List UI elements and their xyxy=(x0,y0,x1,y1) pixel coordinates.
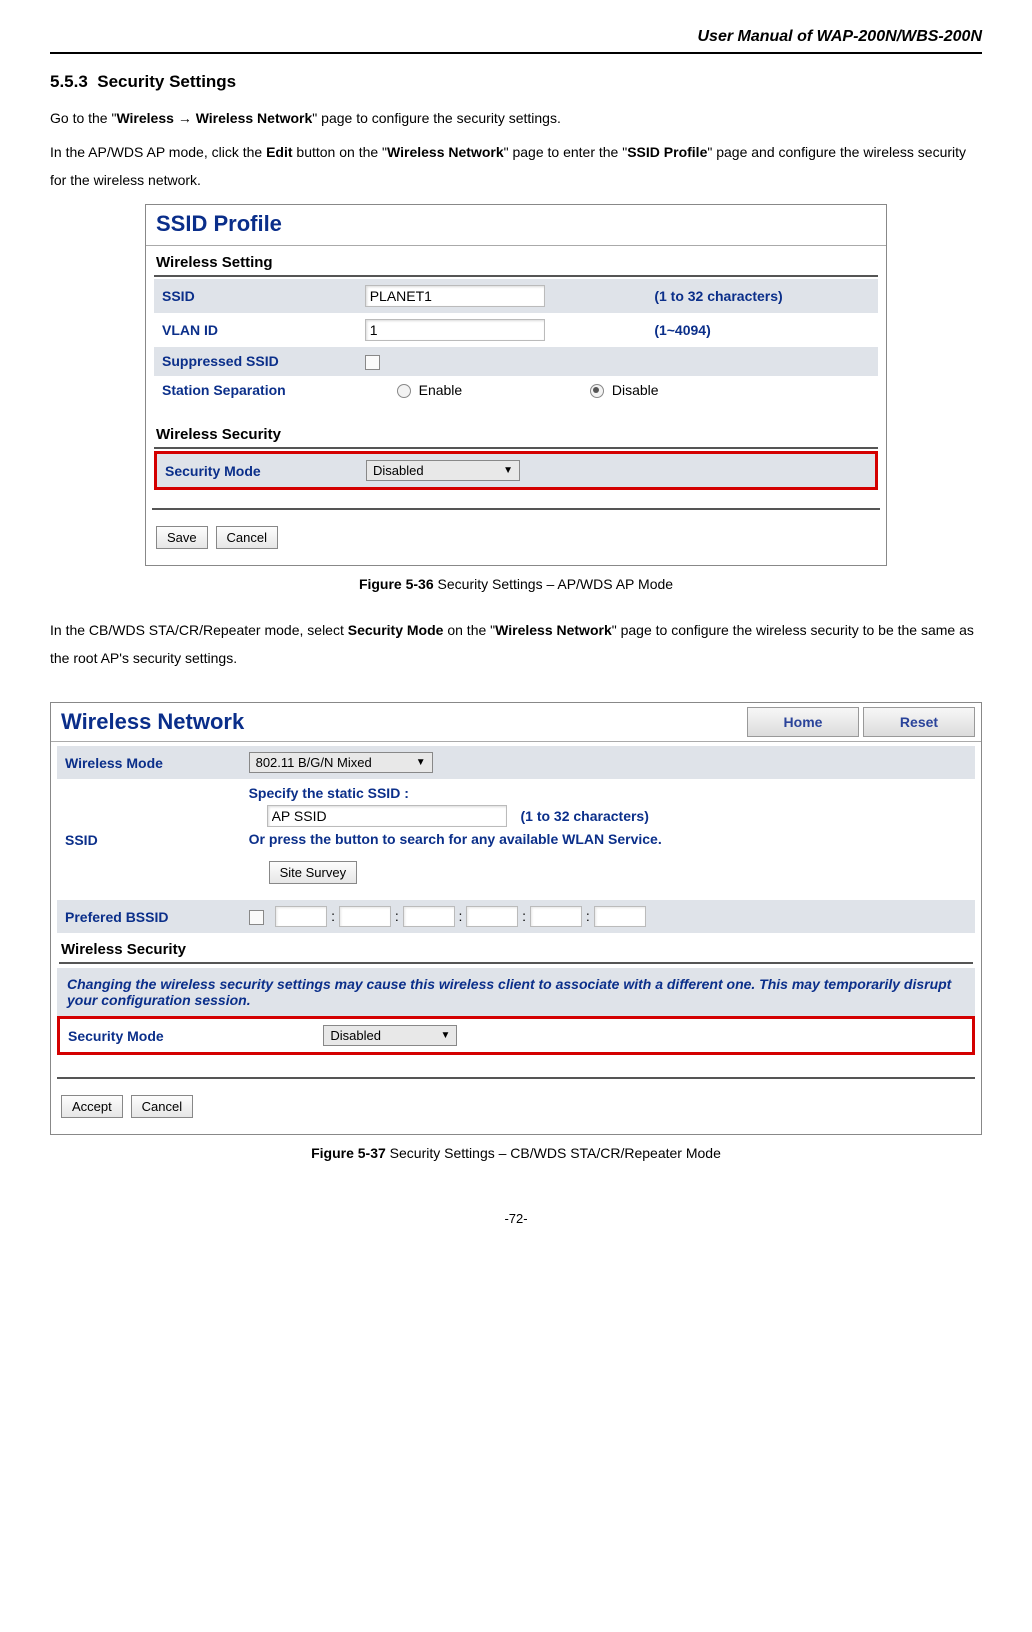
accept-button[interactable]: Accept xyxy=(61,1095,123,1118)
chevron-down-icon: ▼ xyxy=(503,465,513,476)
specify-static-ssid-text: Specify the static SSID : xyxy=(249,785,967,801)
figure-number: Figure 5-36 xyxy=(359,576,434,592)
panel-title: Wireless Network xyxy=(57,707,743,737)
security-mode-value: Disabled xyxy=(373,463,424,478)
text: Wireless → Wireless Network xyxy=(116,110,312,126)
text: Wireless Network xyxy=(387,144,504,160)
bssid-field-1[interactable] xyxy=(275,906,327,927)
subheading-wireless-security: Wireless Security xyxy=(146,418,886,447)
security-mode-label: Security Mode xyxy=(157,454,358,487)
prefered-bssid-label: Prefered BSSID xyxy=(57,900,241,933)
text: button on the " xyxy=(293,144,388,160)
security-mode-select[interactable]: Disabled ▼ xyxy=(366,460,520,481)
text: In the AP/WDS AP mode, click the xyxy=(50,144,266,160)
divider xyxy=(154,447,878,449)
security-mode-highlight-box: Security Mode Disabled ▼ xyxy=(154,451,878,490)
colon: : xyxy=(395,908,399,924)
wireless-network-table: Wireless Mode 802.11 B/G/N Mixed ▼ SSID … xyxy=(57,746,975,933)
bssid-field-4[interactable] xyxy=(466,906,518,927)
bssid-field-3[interactable] xyxy=(403,906,455,927)
text: Edit xyxy=(266,144,292,160)
ssid-hint: (1 to 32 characters) xyxy=(520,808,648,824)
divider xyxy=(59,962,973,964)
text: " page to configure the security setting… xyxy=(312,110,561,126)
colon: : xyxy=(522,908,526,924)
bssid-field-6[interactable] xyxy=(594,906,646,927)
section-number: 5.5.3 xyxy=(50,72,88,91)
paragraph-2: In the AP/WDS AP mode, click the Edit bu… xyxy=(50,138,982,194)
bssid-field-2[interactable] xyxy=(339,906,391,927)
text: Security Mode xyxy=(348,622,444,638)
chevron-down-icon: ▼ xyxy=(440,1030,450,1041)
bssid-field-5[interactable] xyxy=(530,906,582,927)
page-number: -72- xyxy=(50,1211,982,1236)
text: SSID Profile xyxy=(627,144,707,160)
page-header: User Manual of WAP-200N/WBS-200N xyxy=(50,28,982,54)
ssid-hint: (1 to 32 characters) xyxy=(646,279,878,313)
vlan-hint: (1~4094) xyxy=(646,313,878,347)
suppressed-checkbox[interactable] xyxy=(365,355,380,370)
text: Wireless Network xyxy=(495,622,612,638)
wireless-setting-table: SSID (1 to 32 characters) VLAN ID (1~409… xyxy=(154,279,878,404)
text: In the CB/WDS STA/CR/Repeater mode, sele… xyxy=(50,622,348,638)
vlan-input[interactable] xyxy=(365,319,545,341)
figure-number: Figure 5-37 xyxy=(311,1145,386,1161)
section-heading: 5.5.3 Security Settings xyxy=(50,72,982,92)
or-press-text: Or press the button to search for any av… xyxy=(249,831,967,847)
wireless-mode-value: 802.11 B/G/N Mixed xyxy=(256,755,372,770)
security-mode-label: Security Mode xyxy=(60,1019,315,1052)
wireless-mode-label: Wireless Mode xyxy=(57,746,241,779)
intro-paragraph: Go to the "Wireless → Wireless Network" … xyxy=(50,104,982,132)
figure-text: Security Settings – CB/WDS STA/CR/Repeat… xyxy=(386,1145,721,1161)
chevron-down-icon: ▼ xyxy=(416,757,426,768)
arrow-icon: → xyxy=(178,110,192,126)
ssid-label: SSID xyxy=(154,279,357,313)
wireless-network-panel: Wireless Network Home Reset Wireless Mod… xyxy=(50,702,982,1135)
ssid-label: SSID xyxy=(57,779,241,900)
security-mode-select[interactable]: Disabled ▼ xyxy=(323,1025,457,1046)
reset-button[interactable]: Reset xyxy=(863,707,975,737)
site-survey-button[interactable]: Site Survey xyxy=(269,861,357,884)
text: Wireless Network xyxy=(192,110,312,126)
enable-radio[interactable] xyxy=(397,384,411,398)
subheading-wireless-security: Wireless Security xyxy=(51,937,981,962)
suppressed-label: Suppressed SSID xyxy=(154,347,357,376)
ssid-input[interactable] xyxy=(365,285,545,307)
disable-label: Disable xyxy=(612,382,659,398)
vlan-label: VLAN ID xyxy=(154,313,357,347)
home-button[interactable]: Home xyxy=(747,707,859,737)
ap-ssid-input[interactable] xyxy=(267,805,507,827)
colon: : xyxy=(586,908,590,924)
security-mode-value: Disabled xyxy=(330,1028,381,1043)
enable-label: Enable xyxy=(419,382,463,398)
figure-caption-2: Figure 5-37 Security Settings – CB/WDS S… xyxy=(50,1145,982,1161)
ssid-profile-panel: SSID Profile Wireless Setting SSID (1 to… xyxy=(145,204,887,566)
wireless-security-table: Security Mode Disabled ▼ xyxy=(154,451,878,490)
security-warning-text: Changing the wireless security settings … xyxy=(57,968,975,1016)
text: on the " xyxy=(443,622,495,638)
subheading-wireless-setting: Wireless Setting xyxy=(146,246,886,275)
station-sep-label: Station Separation xyxy=(154,376,357,404)
divider xyxy=(57,1077,975,1079)
bssid-checkbox[interactable] xyxy=(249,910,264,925)
cancel-button[interactable]: Cancel xyxy=(131,1095,193,1118)
figure-text: Security Settings – AP/WDS AP Mode xyxy=(434,576,673,592)
security-table: Changing the wireless security settings … xyxy=(57,968,975,1055)
save-button[interactable]: Save xyxy=(156,526,208,549)
security-mode-highlight-box: Security Mode Disabled ▼ xyxy=(57,1016,975,1055)
section-title: Security Settings xyxy=(97,72,236,91)
divider xyxy=(152,508,880,510)
colon: : xyxy=(331,908,335,924)
panel-title: SSID Profile xyxy=(146,205,886,246)
text: Go to the " xyxy=(50,110,116,126)
cancel-button[interactable]: Cancel xyxy=(216,526,278,549)
paragraph-3: In the CB/WDS STA/CR/Repeater mode, sele… xyxy=(50,616,982,672)
figure-caption-1: Figure 5-36 Security Settings – AP/WDS A… xyxy=(50,576,982,592)
colon: : xyxy=(459,908,463,924)
text: Wireless xyxy=(116,110,177,126)
disable-radio[interactable] xyxy=(590,384,604,398)
wireless-mode-select[interactable]: 802.11 B/G/N Mixed ▼ xyxy=(249,752,433,773)
divider xyxy=(154,275,878,277)
text: " page to enter the " xyxy=(504,144,628,160)
